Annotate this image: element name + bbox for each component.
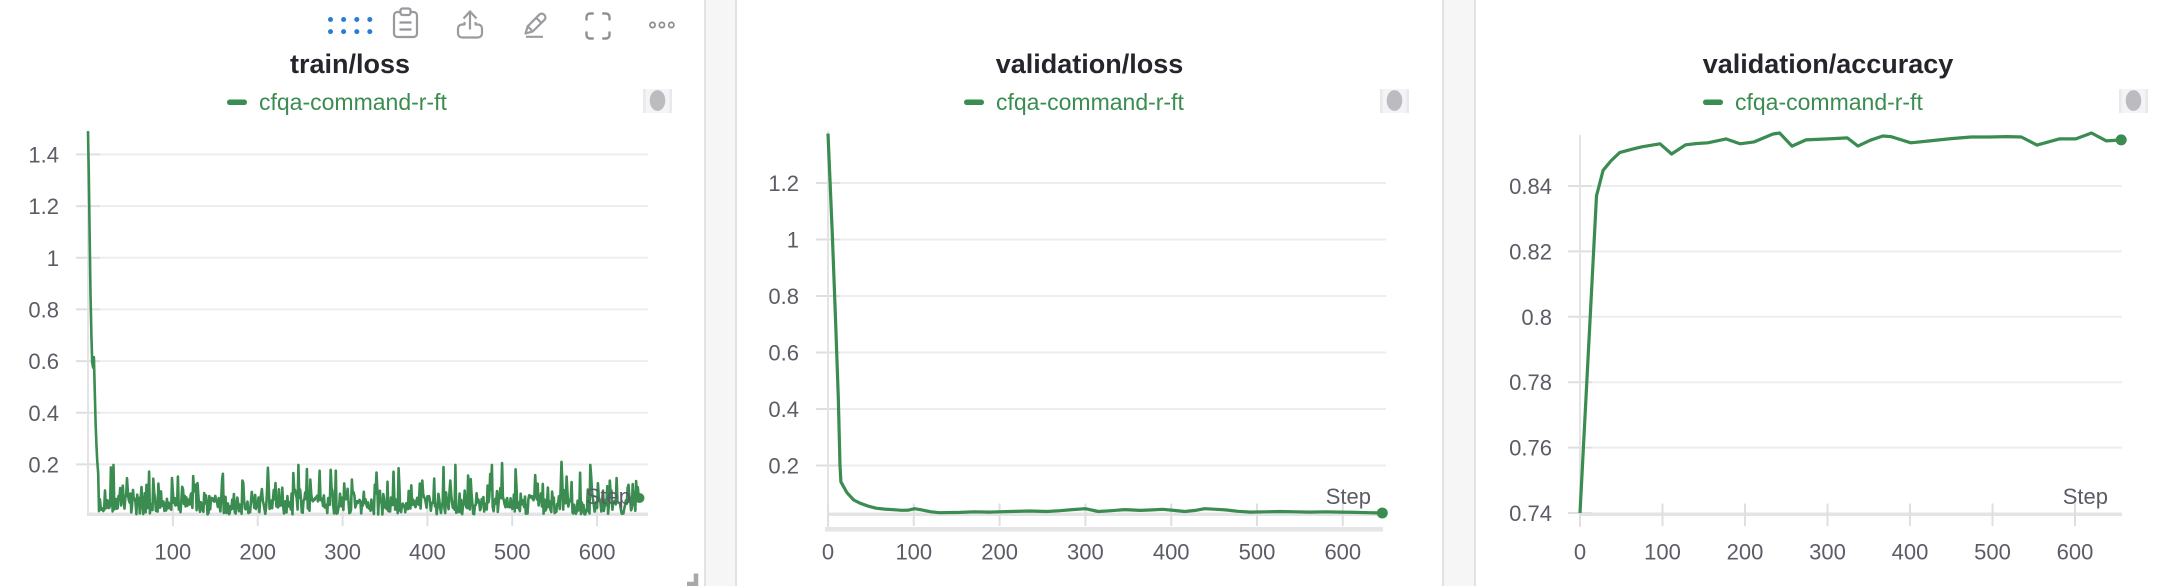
svg-text:1.2: 1.2 — [768, 171, 799, 196]
svg-text:500: 500 — [1974, 540, 2011, 565]
svg-text:1: 1 — [787, 228, 799, 253]
svg-text:100: 100 — [1644, 540, 1681, 565]
svg-text:0: 0 — [822, 540, 834, 565]
svg-text:0.84: 0.84 — [1509, 174, 1552, 199]
svg-text:Step: Step — [2063, 484, 2108, 509]
svg-text:validation/accuracy: validation/accuracy — [1703, 49, 1954, 79]
svg-text:0.2: 0.2 — [28, 452, 59, 477]
svg-text:1.2: 1.2 — [28, 194, 59, 219]
svg-text:400: 400 — [1153, 540, 1190, 565]
svg-text:0.76: 0.76 — [1509, 436, 1552, 461]
svg-text:1: 1 — [47, 246, 59, 271]
svg-text:0.6: 0.6 — [28, 349, 59, 374]
svg-text:500: 500 — [1239, 540, 1276, 565]
svg-text:600: 600 — [1324, 540, 1361, 565]
svg-text:Step: Step — [586, 484, 631, 509]
svg-text:300: 300 — [324, 540, 361, 565]
svg-text:1.4: 1.4 — [28, 142, 59, 167]
svg-text:0.4: 0.4 — [768, 397, 799, 422]
svg-text:0.8: 0.8 — [1521, 305, 1552, 330]
svg-text:200: 200 — [239, 540, 276, 565]
svg-text:100: 100 — [895, 540, 932, 565]
svg-text:300: 300 — [1809, 540, 1846, 565]
svg-text:validation/loss: validation/loss — [996, 49, 1184, 79]
svg-text:500: 500 — [494, 540, 531, 565]
svg-text:0.6: 0.6 — [768, 341, 799, 366]
svg-text:Step: Step — [1326, 484, 1371, 509]
svg-text:train/loss: train/loss — [290, 49, 410, 79]
svg-text:200: 200 — [1727, 540, 1764, 565]
svg-text:cfqa-command-r-ft: cfqa-command-r-ft — [996, 89, 1184, 115]
svg-text:0.8: 0.8 — [768, 284, 799, 309]
svg-text:0: 0 — [1574, 540, 1586, 565]
svg-text:600: 600 — [2057, 540, 2094, 565]
svg-text:0.4: 0.4 — [28, 401, 59, 426]
svg-text:0.8: 0.8 — [28, 297, 59, 322]
svg-text:100: 100 — [155, 540, 192, 565]
svg-text:0.82: 0.82 — [1509, 239, 1552, 264]
svg-text:cfqa-command-r-ft: cfqa-command-r-ft — [1735, 89, 1923, 115]
svg-text:200: 200 — [981, 540, 1018, 565]
svg-text:cfqa-command-r-ft: cfqa-command-r-ft — [259, 89, 447, 115]
svg-text:0.74: 0.74 — [1509, 501, 1552, 526]
svg-text:600: 600 — [579, 540, 616, 565]
svg-text:0.2: 0.2 — [768, 454, 799, 479]
svg-text:0.78: 0.78 — [1509, 370, 1552, 395]
svg-text:300: 300 — [1067, 540, 1104, 565]
svg-text:400: 400 — [1892, 540, 1929, 565]
svg-text:400: 400 — [409, 540, 446, 565]
